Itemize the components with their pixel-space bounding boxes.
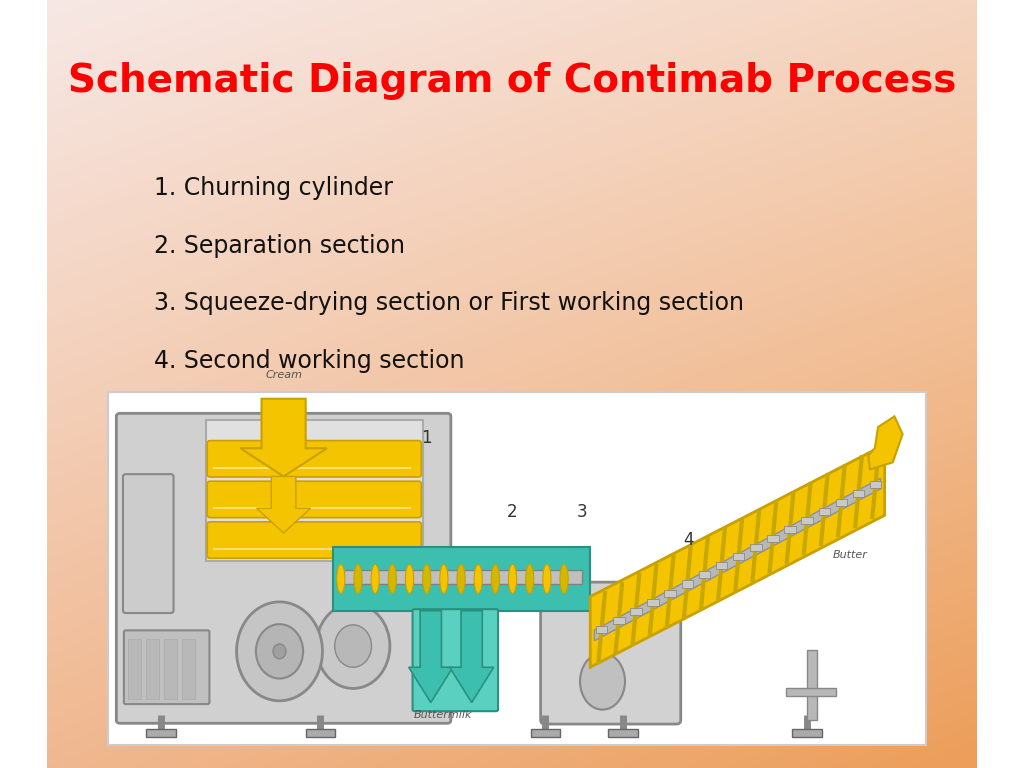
Ellipse shape: [560, 564, 568, 594]
Polygon shape: [868, 416, 902, 469]
Ellipse shape: [439, 564, 447, 594]
Text: Buttermilk: Buttermilk: [414, 710, 472, 720]
Polygon shape: [409, 611, 453, 703]
Ellipse shape: [256, 624, 303, 679]
Bar: [818, 508, 830, 515]
Bar: [182, 639, 196, 699]
Bar: [870, 481, 882, 488]
Bar: [337, 570, 582, 584]
Bar: [665, 590, 676, 597]
Bar: [206, 420, 423, 561]
FancyBboxPatch shape: [117, 413, 451, 723]
Bar: [146, 639, 160, 699]
Bar: [698, 571, 710, 578]
Bar: [613, 617, 625, 624]
Bar: [786, 688, 836, 696]
Text: Schematic Diagram of Contimab Process: Schematic Diagram of Contimab Process: [68, 61, 956, 100]
Ellipse shape: [580, 653, 625, 710]
Bar: [793, 729, 821, 737]
Ellipse shape: [543, 564, 551, 594]
Text: 1: 1: [422, 429, 432, 447]
Bar: [716, 562, 727, 569]
Ellipse shape: [354, 564, 362, 594]
Ellipse shape: [335, 625, 372, 667]
Text: Cream: Cream: [265, 369, 302, 379]
Bar: [530, 729, 560, 737]
Bar: [630, 607, 642, 614]
Ellipse shape: [388, 564, 396, 594]
Bar: [853, 490, 864, 497]
Bar: [807, 650, 817, 720]
FancyBboxPatch shape: [207, 441, 421, 477]
FancyBboxPatch shape: [541, 582, 681, 724]
Text: 1. Churning cylinder: 1. Churning cylinder: [155, 176, 393, 200]
Ellipse shape: [474, 564, 482, 594]
Bar: [784, 526, 796, 533]
Ellipse shape: [525, 564, 534, 594]
Bar: [802, 517, 813, 524]
Polygon shape: [450, 611, 494, 703]
FancyBboxPatch shape: [207, 522, 421, 558]
Ellipse shape: [237, 602, 323, 700]
Ellipse shape: [316, 604, 390, 688]
Ellipse shape: [457, 564, 465, 594]
Text: Butter: Butter: [833, 550, 867, 560]
Bar: [733, 553, 744, 561]
Polygon shape: [590, 445, 885, 667]
Ellipse shape: [406, 564, 414, 594]
Bar: [767, 535, 778, 542]
Bar: [750, 545, 762, 551]
Text: 2: 2: [507, 503, 518, 521]
Bar: [608, 729, 638, 737]
Ellipse shape: [423, 564, 431, 594]
Bar: [164, 639, 177, 699]
Text: 3. Squeeze-drying section or First working section: 3. Squeeze-drying section or First worki…: [155, 291, 744, 316]
Text: 3: 3: [577, 503, 588, 521]
Ellipse shape: [337, 564, 345, 594]
Polygon shape: [594, 478, 881, 641]
Bar: [596, 626, 607, 633]
FancyBboxPatch shape: [207, 482, 421, 518]
Ellipse shape: [509, 564, 517, 594]
Bar: [647, 598, 658, 606]
Text: 2. Separation section: 2. Separation section: [155, 233, 406, 258]
Bar: [128, 639, 141, 699]
Ellipse shape: [273, 644, 286, 659]
Ellipse shape: [371, 564, 379, 594]
Polygon shape: [257, 476, 310, 533]
Bar: [306, 729, 335, 737]
Bar: [682, 581, 693, 588]
Bar: [836, 499, 847, 506]
Polygon shape: [241, 399, 327, 476]
Ellipse shape: [492, 564, 500, 594]
FancyBboxPatch shape: [413, 609, 498, 711]
FancyBboxPatch shape: [108, 392, 926, 745]
FancyBboxPatch shape: [123, 474, 173, 613]
Polygon shape: [333, 547, 590, 611]
FancyBboxPatch shape: [124, 631, 209, 704]
Text: 4: 4: [683, 531, 693, 549]
Bar: [146, 729, 176, 737]
Text: 4. Second working section: 4. Second working section: [155, 349, 465, 373]
